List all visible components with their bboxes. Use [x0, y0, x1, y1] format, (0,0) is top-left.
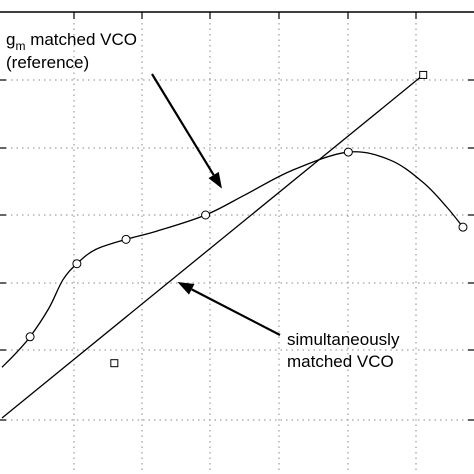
grid — [0, 12, 474, 474]
annotation-sim-line2: matched VCO — [287, 352, 394, 371]
annotation-gm-matched: gm matched VCO (reference) — [6, 30, 137, 72]
circle-marker-point — [343, 147, 353, 157]
arrow-gm-head — [208, 171, 222, 189]
square-marker-point — [110, 359, 119, 368]
annotation-arrows — [151, 73, 281, 336]
arrow-sim-shaft — [191, 288, 281, 336]
arrow-gm-shaft — [151, 73, 215, 176]
plot-frame — [0, 11, 474, 421]
annotation-gm-line1: gm matched VCO — [6, 30, 137, 53]
circle-marker-point — [25, 332, 35, 342]
circle-marker-point — [121, 234, 131, 244]
annotation-gm-rest: matched VCO — [25, 30, 137, 49]
marker-layer — [25, 70, 468, 368]
circle-marker-point — [458, 222, 468, 232]
series-layer — [1, 74, 464, 419]
arrow-sim-head — [177, 281, 195, 295]
series-line-0 — [1, 151, 464, 368]
series-line-1 — [1, 74, 424, 419]
annotation-sim-line1: simultaneously — [287, 330, 400, 349]
square-marker-point — [419, 70, 428, 79]
annotation-gm-subscript: m — [15, 39, 25, 53]
circle-marker-point — [201, 210, 211, 220]
annotation-simultaneous: simultaneously matched VCO — [287, 330, 400, 371]
annotation-gm-g: g — [6, 30, 15, 49]
circle-marker-point — [72, 259, 82, 269]
annotation-gm-line2: (reference) — [6, 53, 89, 72]
